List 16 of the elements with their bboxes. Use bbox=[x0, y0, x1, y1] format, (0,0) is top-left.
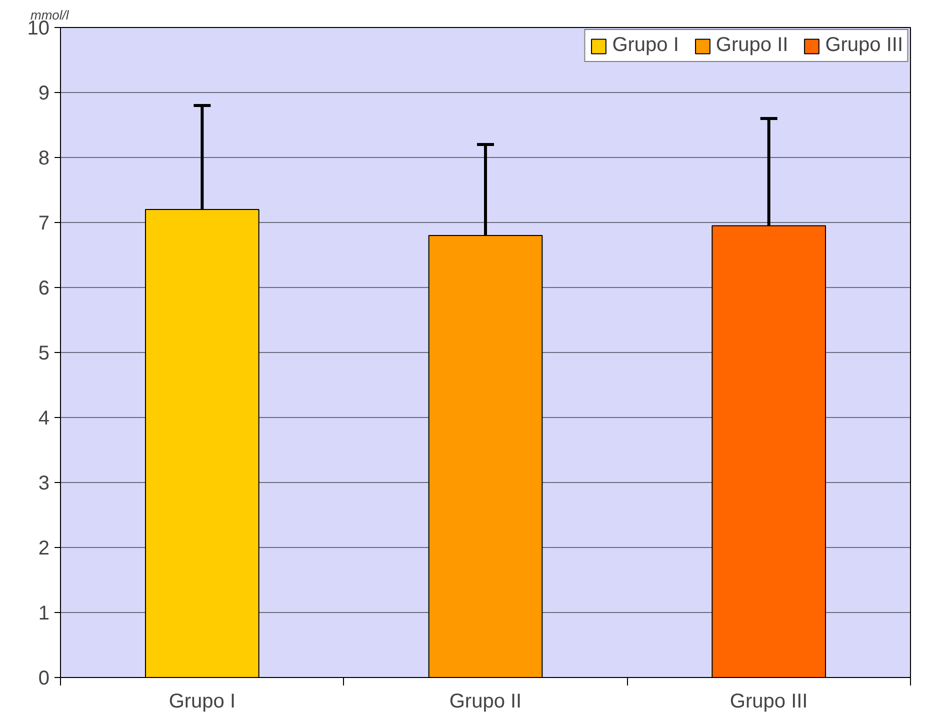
y-tick-label: 0 bbox=[38, 668, 50, 690]
legend-label: Grupo I bbox=[612, 34, 679, 57]
x-tick-label: Grupo III bbox=[730, 690, 808, 712]
y-tick-label: 1 bbox=[38, 602, 50, 624]
y-tick-label: 8 bbox=[38, 148, 50, 170]
y-tick-label: 5 bbox=[38, 342, 50, 364]
y-tick-label: 9 bbox=[38, 82, 50, 104]
x-tick-label: Grupo I bbox=[168, 690, 236, 712]
y-tick-label: 6 bbox=[38, 278, 50, 300]
y-tick-label: 7 bbox=[38, 212, 50, 234]
x-tick-label: Grupo II bbox=[449, 690, 522, 712]
y-tick-label: 3 bbox=[38, 472, 50, 494]
y-tick-label: 2 bbox=[38, 538, 50, 560]
legend-label: Grupo III bbox=[825, 34, 903, 57]
y-tick-label: 4 bbox=[38, 408, 50, 430]
legend-label: Grupo II bbox=[716, 34, 788, 57]
